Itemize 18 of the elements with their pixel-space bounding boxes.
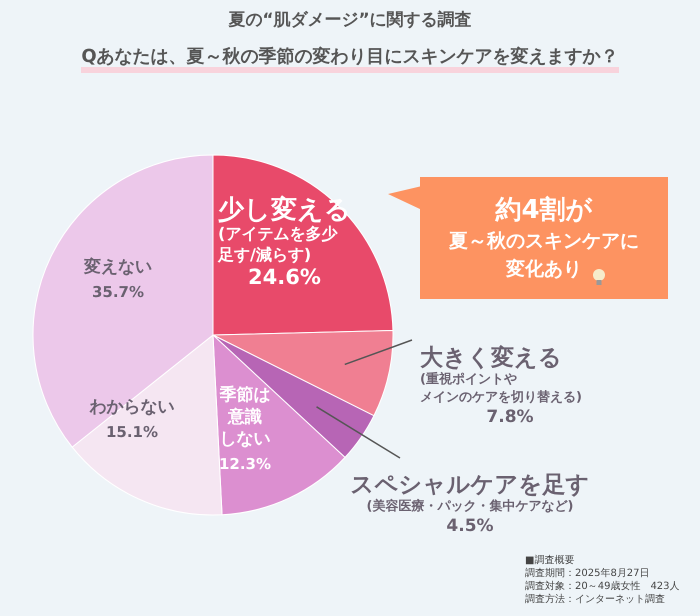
data-label: 15.1% bbox=[106, 423, 158, 441]
text: 調査方法：インターネット調査 bbox=[525, 593, 666, 606]
text: ■調査概要 bbox=[525, 554, 576, 567]
data-label: 12.3% bbox=[218, 455, 272, 473]
data-label: 24.6% bbox=[248, 265, 321, 289]
data-label: 35.7% bbox=[92, 283, 144, 301]
data-label: 7.8% bbox=[486, 407, 534, 427]
slice-label: 変えない bbox=[83, 257, 152, 277]
chart-title: 夏の“肌ダメージ”に関する調査 bbox=[227, 9, 473, 31]
slice-label: 季節は意識しない bbox=[218, 385, 270, 449]
slice-label: 大きく変える(重視ポイントやメインのケアを切り替える) bbox=[420, 344, 582, 405]
data-label: 4.5% bbox=[446, 516, 494, 536]
text: 調査期間：2025年8月27日 bbox=[525, 567, 651, 580]
text: 調査対象：20～49歳女性 423人 bbox=[525, 580, 680, 593]
slice-label: わからない bbox=[88, 397, 174, 417]
text: 約4割が夏～秋のスキンケアに変化あり bbox=[448, 194, 640, 282]
slice-label: スペシャルケアを足す(美容医療・パック・集中ケアなど) bbox=[350, 472, 590, 514]
chart-subtitle: Qあなたは、夏～秋の季節の変わり目にスキンケアを変えますか？ bbox=[81, 46, 619, 73]
